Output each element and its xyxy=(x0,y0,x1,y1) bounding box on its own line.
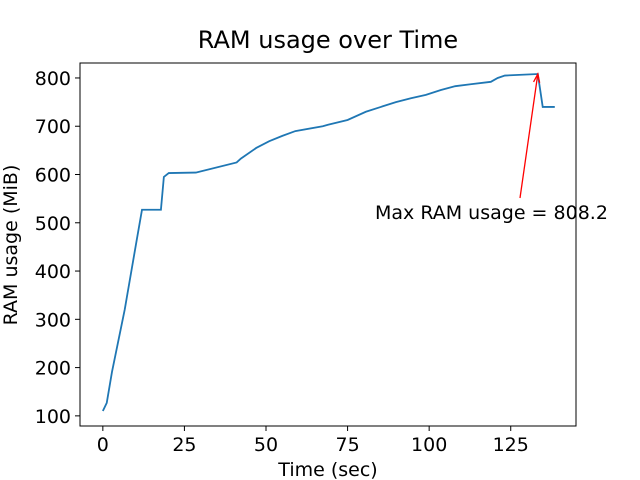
annotation-arrow xyxy=(519,73,539,199)
annotation-arrowhead xyxy=(532,72,541,83)
y-tick-label: 400 xyxy=(35,261,71,283)
x-axis-label: Time (sec) xyxy=(277,459,377,480)
y-tick-label: 100 xyxy=(35,406,71,428)
y-tick-label: 200 xyxy=(35,358,71,380)
x-tick-label: 50 xyxy=(254,434,278,456)
annotation-text: Max RAM usage = 808.2 xyxy=(375,202,608,224)
x-tick-label: 0 xyxy=(97,434,109,456)
y-tick-label: 500 xyxy=(35,213,71,235)
x-tick-label: 100 xyxy=(411,434,447,456)
chart-title: RAM usage over Time xyxy=(198,26,458,54)
y-tick-label: 300 xyxy=(35,309,71,331)
x-tick-label: 125 xyxy=(493,434,529,456)
plot-frame xyxy=(79,62,577,427)
y-tick-label: 700 xyxy=(35,116,71,138)
y-tick-label: 600 xyxy=(35,165,71,187)
x-tick-label: 25 xyxy=(172,434,196,456)
y-axis-label: RAM usage (MiB) xyxy=(0,165,22,326)
data-line xyxy=(102,73,555,412)
x-tick-label: 75 xyxy=(335,434,359,456)
y-tick-label: 800 xyxy=(35,68,71,90)
